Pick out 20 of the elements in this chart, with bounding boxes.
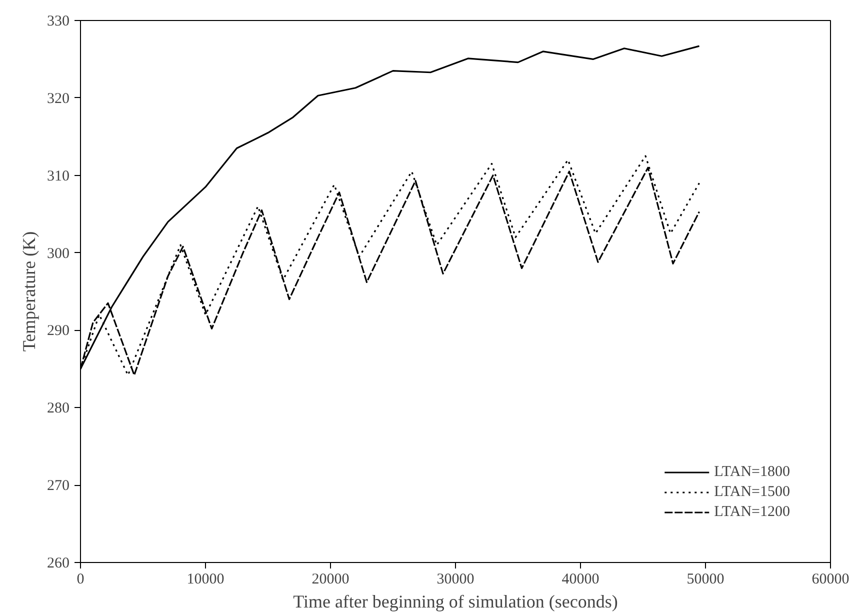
x-tick-label: 10000 (186, 572, 224, 588)
y-tick-label: 300 (47, 246, 70, 262)
y-tick-label: 290 (47, 323, 70, 340)
legend-label: LTAN=1200 (714, 504, 790, 520)
y-axis-title: Temperature (K) (19, 231, 39, 352)
x-tick-label: 0 (76, 572, 84, 588)
y-tick-label: 320 (47, 90, 70, 107)
y-tick-label: 330 (47, 14, 70, 30)
x-tick-label: 20000 (312, 572, 350, 588)
x-tick-label: 30000 (436, 572, 474, 588)
x-tick-label: 40000 (562, 572, 600, 588)
x-tick-label: 50000 (686, 572, 724, 588)
x-tick-label: 60000 (812, 572, 850, 588)
legend-label: LTAN=1800 (714, 464, 790, 480)
y-tick-label: 260 (47, 556, 70, 572)
legend-label: LTAN=1500 (714, 484, 790, 500)
y-tick-label: 270 (47, 478, 70, 494)
y-tick-label: 310 (47, 168, 70, 184)
y-tick-label: 280 (47, 400, 70, 417)
x-axis-title: Time after beginning of simulation (seconds) (293, 592, 618, 612)
